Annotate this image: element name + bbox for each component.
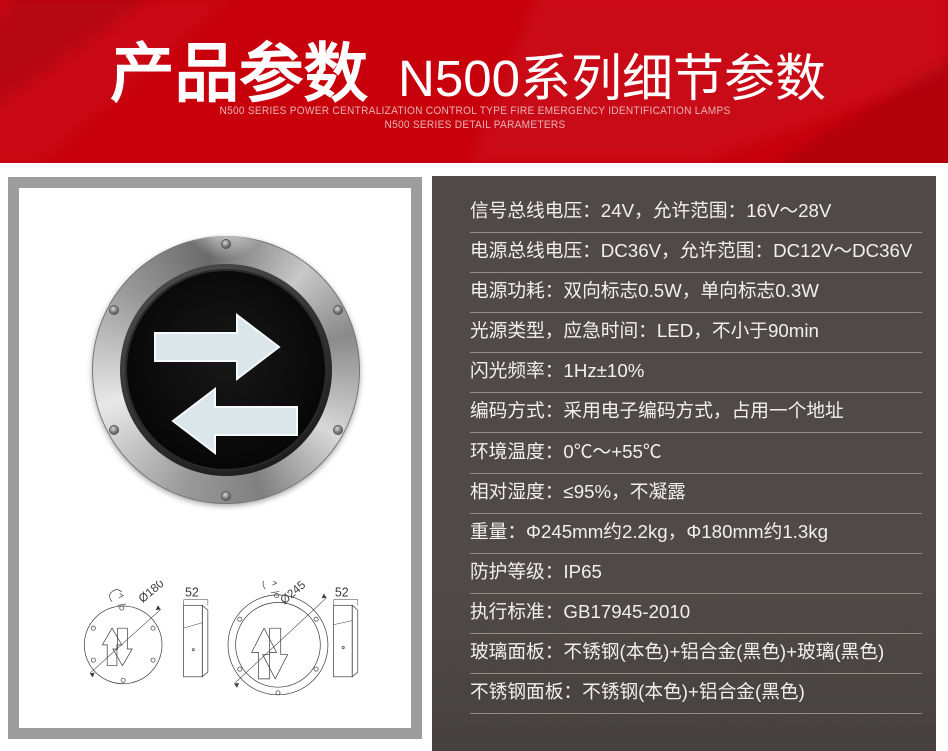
svg-text:52: 52: [185, 585, 199, 599]
svg-text:52: 52: [335, 585, 349, 599]
svg-text:Ø180: Ø180: [136, 581, 167, 606]
